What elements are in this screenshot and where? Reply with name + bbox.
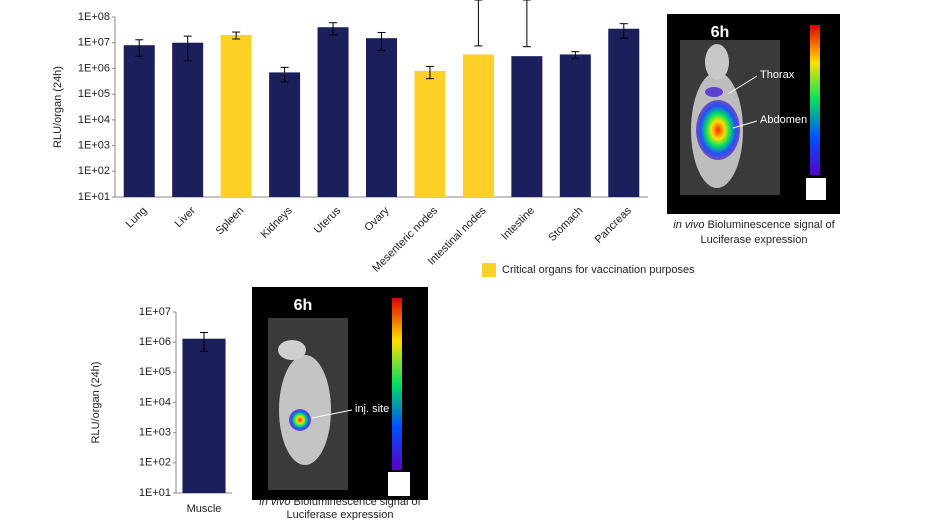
y-tick-label: 1E+04 (78, 114, 110, 126)
bar (365, 38, 398, 198)
bioluminescence-image: 6h inj. site in vivo Bioluminescence sig… (252, 287, 428, 521)
x-tick-label: Stomach (546, 205, 585, 244)
legend-swatch (482, 263, 496, 277)
image-label: Abdomen (760, 114, 807, 126)
bar (220, 34, 252, 198)
image-caption: in vivo Bioluminescence signal of (673, 219, 835, 231)
image-label: inj. site (355, 403, 389, 415)
y-tick-label: 1E+06 (78, 62, 110, 74)
image-time: 6h (294, 297, 313, 314)
y-tick-label: 1E+05 (139, 366, 171, 378)
bar (559, 54, 591, 198)
image-time: 6h (711, 24, 730, 41)
y-tick-label: 1E+01 (78, 191, 110, 203)
y-tick-label: 1E+07 (139, 306, 171, 318)
bar (317, 27, 349, 197)
image-caption: in vivo Bioluminescence signal of (259, 496, 421, 508)
x-tick-label: Spleen (214, 205, 247, 238)
y-tick-label: 1E+07 (78, 37, 110, 49)
x-tick-label: Uterus (312, 204, 344, 236)
x-tick-label: Intestine (499, 205, 537, 243)
y-tick-label: 1E+05 (78, 88, 110, 100)
bar (182, 338, 226, 493)
bar (172, 42, 204, 197)
x-tick-label: Pancreas (593, 204, 635, 246)
image-label: Thorax (760, 69, 795, 81)
y-tick-label: 1E+01 (139, 487, 171, 499)
x-tick-label: Ovary (362, 204, 392, 234)
caption-text: Bioluminescence signal of (704, 219, 835, 231)
y-tick-label: 1E+08 (78, 11, 110, 23)
bar (123, 45, 155, 198)
y-tick-label: 1E+02 (78, 165, 110, 177)
image-caption: Luciferase expression (700, 234, 807, 246)
caption-text: Bioluminescence signal of (290, 496, 421, 508)
y-axis-label: RLU/organ (24h) (90, 362, 102, 444)
x-tick-label: Kidneys (259, 204, 296, 241)
image-caption: Luciferase expression (286, 509, 393, 520)
bar (269, 72, 301, 197)
caption-italic: in vivo (259, 496, 290, 508)
y-tick-label: 1E+03 (139, 427, 171, 439)
y-tick-label: 1E+03 (78, 139, 110, 151)
bioluminescence-image: 6h Thorax Abdomen in vivo Bioluminescenc… (667, 14, 840, 246)
y-tick-label: 1E+06 (139, 336, 171, 348)
caption-italic: in vivo (673, 219, 704, 231)
x-tick-label: Lung (124, 205, 150, 231)
y-tick-label: 1E+04 (139, 396, 171, 408)
y-axis-label: RLU/organ (24h) (52, 66, 64, 148)
bar (462, 54, 494, 198)
bar (414, 70, 446, 197)
bar (511, 56, 543, 197)
x-tick-label: Muscle (187, 503, 222, 515)
bar (608, 28, 640, 197)
y-tick-label: 1E+02 (139, 457, 171, 469)
x-tick-label: Liver (173, 204, 199, 230)
legend-label: Critical organs for vaccination purposes (502, 264, 695, 276)
